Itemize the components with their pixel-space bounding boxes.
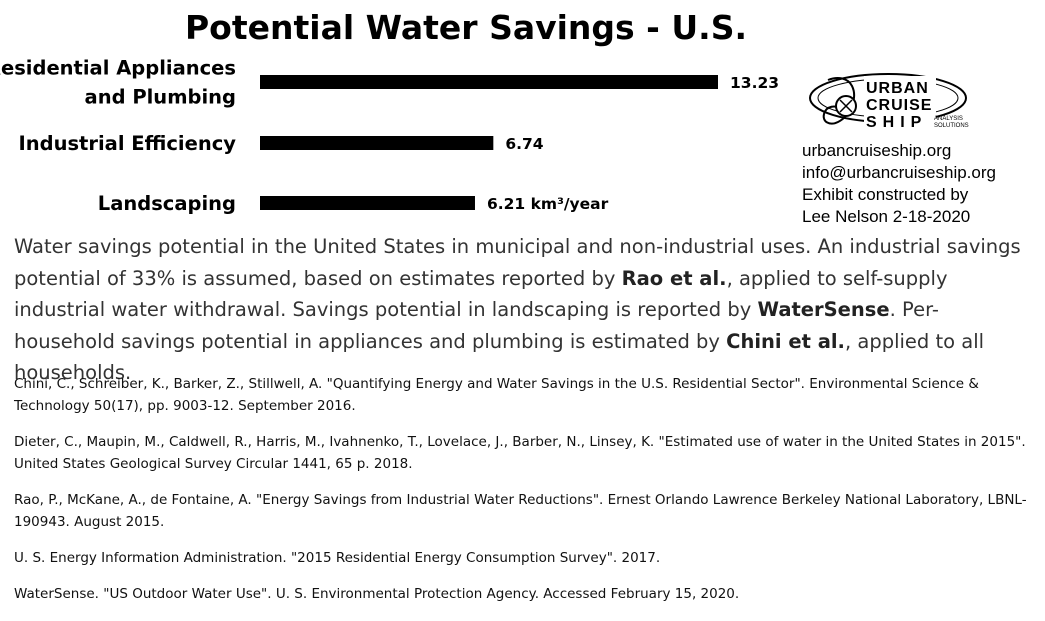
bar-2 xyxy=(260,196,475,210)
value-label-0: 13.23 xyxy=(730,74,779,92)
citation-chini: Chini et al. xyxy=(726,329,845,353)
reference-item: Rao, P., McKane, A., de Fontaine, A. "En… xyxy=(14,492,1027,530)
urban-cruise-ship-logo: URBAN CRUISE SHIP ANALYSIS SOLUTIONS xyxy=(809,73,969,131)
category-label-0: Residential Appliances xyxy=(0,57,236,80)
description-text-2: , applied to self-supply industrial wate… xyxy=(14,266,948,322)
credit-line-1: Exhibit constructed by xyxy=(802,185,969,204)
category-label-0: and Plumbing xyxy=(85,86,236,109)
contact-block: urbancruiseship.org info@urbancruiseship… xyxy=(802,140,996,228)
bar-1 xyxy=(260,136,494,150)
citation-watersense: WaterSense xyxy=(757,298,890,321)
reference-item: WaterSense. "US Outdoor Water Use". U. S… xyxy=(14,586,740,602)
bar-0 xyxy=(260,75,718,89)
website-text: urbancruiseship.org xyxy=(802,141,952,160)
logo-text-cruise: CRUISE xyxy=(866,97,932,114)
description-text-4: , applied to all households. xyxy=(14,329,985,385)
description-text-3: . Per-household savings potential in app… xyxy=(14,298,939,353)
references-list: Chini, C., Schreiber, K., Barker, Z., St… xyxy=(14,373,1034,619)
reference-item: Chini, C., Schreiber, K., Barker, Z., St… xyxy=(14,376,979,414)
reference-item: Dieter, C., Maupin, M., Caldwell, R., Ha… xyxy=(14,434,1026,472)
logo-tag-analysis: ANALYSIS xyxy=(934,116,963,122)
logo-tag-solutions: SOLUTIONS xyxy=(934,123,969,129)
description-text-1: Water savings potential in the United St… xyxy=(14,235,1021,290)
bar-chart: Residential Appliances and Plumbing 13.23 I… xyxy=(0,57,779,216)
logo-text-ship: SHIP xyxy=(866,114,927,131)
credit-line-2: Lee Nelson 2-18-2020 xyxy=(802,207,971,226)
value-label-1: 6.74 xyxy=(505,135,543,153)
logo-text-urban: URBAN xyxy=(866,80,929,97)
value-label-2: 6.21 km³/year xyxy=(487,195,609,213)
chart-title: Potential Water Savings - U.S. xyxy=(185,8,747,47)
unit-label: km³/year xyxy=(525,195,608,213)
category-label-2: Landscaping xyxy=(98,192,236,215)
reference-item: U. S. Energy Information Administration.… xyxy=(14,550,661,566)
email-text: info@urbancruiseship.org xyxy=(802,163,996,182)
citation-rao: Rao et al. xyxy=(621,266,727,290)
category-label-1: Industrial Efficiency xyxy=(18,132,236,155)
description-paragraph: Water savings potential in the United St… xyxy=(14,231,1039,389)
